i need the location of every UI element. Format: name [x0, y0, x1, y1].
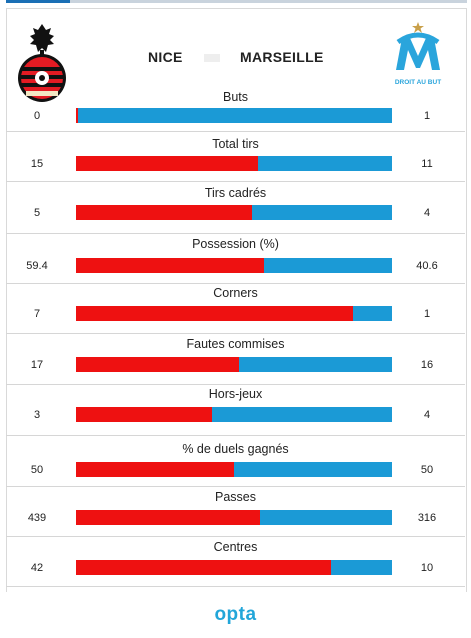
stat-row: Tirs cadrés 5 4 [6, 182, 465, 234]
away-bar-segment [258, 156, 392, 171]
comparison-bar [76, 510, 392, 525]
away-value: 40.6 [416, 260, 438, 272]
comparison-bar [76, 258, 392, 273]
top-tab-bar [6, 0, 467, 3]
away-bar-segment [78, 108, 392, 123]
away-bar-segment [234, 462, 392, 477]
stats-panel [6, 8, 467, 592]
stat-label: Hors-jeux [208, 387, 263, 401]
stat-label: Possession (%) [192, 237, 279, 251]
comparison-bar [76, 306, 392, 321]
home-bar-segment [76, 306, 353, 321]
home-value: 17 [30, 359, 44, 371]
home-value: 5 [33, 207, 41, 219]
home-value: 59.4 [26, 260, 48, 272]
stat-row: Fautes commises 17 16 [6, 334, 465, 385]
stat-label: Total tirs [212, 137, 259, 151]
home-bar-segment [76, 560, 331, 575]
away-bar-segment [252, 205, 392, 220]
stat-row: Buts 0 1 [6, 88, 465, 132]
away-crest-motto: DROIT AU BUT [395, 79, 441, 86]
away-bar-segment [331, 560, 392, 575]
comparison-bar [76, 205, 392, 220]
stat-row: Centres 42 10 [6, 537, 465, 587]
home-value: 3 [33, 409, 41, 421]
home-team-name: NICE [148, 49, 183, 65]
comparison-bar [76, 156, 392, 171]
stat-row: % de duels gagnés 50 50 [6, 436, 465, 487]
home-bar-segment [76, 407, 212, 422]
stat-label: Passes [215, 490, 256, 504]
away-value: 316 [417, 512, 437, 524]
home-value: 15 [30, 158, 44, 170]
home-value: 439 [27, 512, 47, 524]
active-tab-indicator [6, 0, 70, 3]
home-value: 0 [33, 110, 41, 122]
stat-label: Centres [213, 540, 258, 554]
home-bar-segment [76, 156, 258, 171]
comparison-bar [76, 407, 392, 422]
home-bar-segment [76, 205, 252, 220]
away-bar-segment [212, 407, 392, 422]
stat-row: Passes 439 316 [6, 487, 465, 537]
home-bar-segment [76, 462, 234, 477]
stat-label: Tirs cadrés [204, 186, 267, 200]
stat-label: Fautes commises [186, 337, 285, 351]
vs-separator [204, 54, 220, 62]
stat-row: Corners 7 1 [6, 284, 465, 334]
home-bar-segment [76, 258, 264, 273]
nice-crest-icon [18, 24, 66, 102]
away-value: 1 [423, 308, 431, 320]
away-value: 16 [420, 359, 434, 371]
home-bar-segment [76, 510, 260, 525]
stat-label: Buts [222, 90, 248, 104]
home-value: 7 [33, 308, 41, 320]
stat-label: Corners [213, 286, 258, 300]
stat-row: Hors-jeux 3 4 [6, 385, 465, 436]
comparison-bar [76, 108, 392, 123]
away-bar-segment [239, 357, 392, 372]
opta-logo: opta [214, 604, 257, 625]
away-team-name: MARSEILLE [240, 49, 324, 65]
comparison-bar [76, 560, 392, 575]
away-value: 4 [423, 207, 431, 219]
home-bar-segment [76, 108, 78, 123]
stat-row: Total tirs 15 11 [6, 132, 465, 182]
away-bar-segment [260, 510, 392, 525]
away-value: 4 [423, 409, 431, 421]
away-value: 1 [423, 110, 431, 122]
home-bar-segment [76, 357, 239, 372]
stat-row: Possession (%) 59.4 40.6 [6, 234, 465, 284]
away-value: 11 [421, 158, 433, 170]
comparison-bar [76, 357, 392, 372]
home-value: 50 [30, 464, 44, 476]
stat-label: % de duels gagnés [182, 442, 289, 456]
away-value: 10 [420, 562, 434, 574]
away-bar-segment [353, 306, 392, 321]
marseille-crest-icon: DROIT AU BUT [395, 22, 441, 86]
away-value: 50 [420, 464, 434, 476]
away-bar-segment [264, 258, 392, 273]
home-value: 42 [30, 562, 44, 574]
comparison-bar [76, 462, 392, 477]
